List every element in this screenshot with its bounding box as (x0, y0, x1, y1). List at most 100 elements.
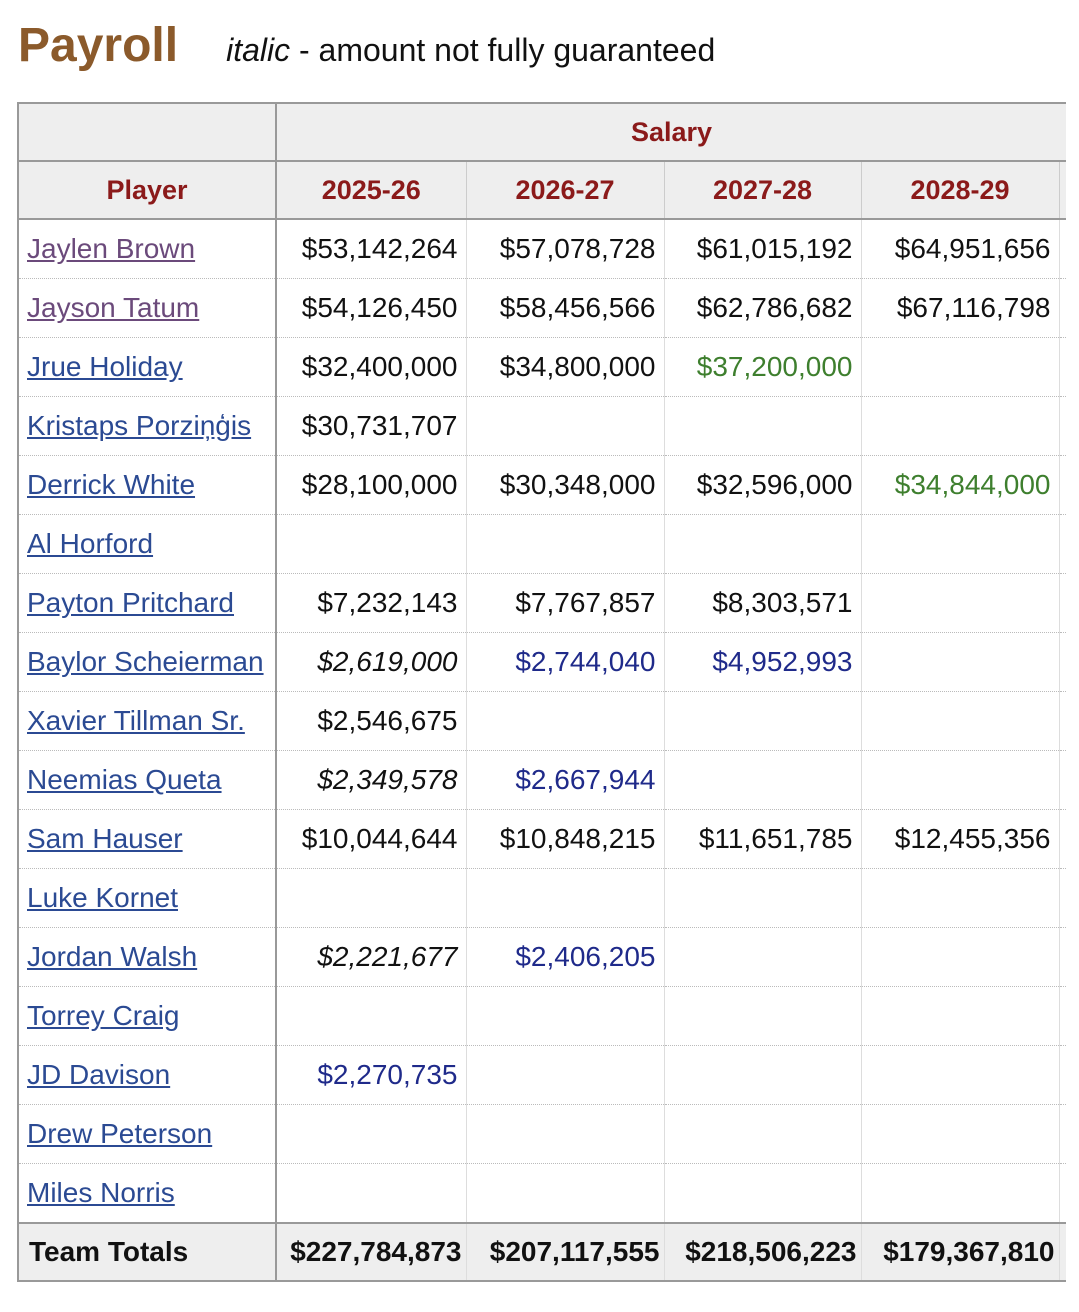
salary: $7,232,143 (317, 587, 458, 618)
cell (1059, 1163, 1067, 1223)
cell (1059, 1045, 1067, 1105)
player-link[interactable]: Baylor Scheierman (27, 646, 264, 677)
salary-cell (466, 691, 665, 751)
salary-cell: $32,400,000 (276, 337, 467, 397)
salary-cell (861, 573, 1060, 633)
player-cell: Luke Kornet (18, 868, 277, 928)
salary-cell: $10,848,215 (466, 809, 665, 869)
salary: $4,952,993 (712, 646, 853, 677)
player-link[interactable]: Jaylen Brown (27, 233, 196, 264)
player-cell: Jayson Tatum (18, 278, 277, 338)
salary: $58,456,566 (499, 292, 656, 323)
player-row: Baylor Scheierman $2,619,000 $2,744,040 $4,… (18, 632, 1067, 692)
cell (1059, 573, 1067, 633)
player-row: Jrue Holiday $32,400,000 $34,800,000 $37,20… (18, 337, 1067, 397)
salary-cell (861, 396, 1060, 456)
header-row: Salary (18, 102, 1067, 162)
player-row: Drew Peterson (18, 1104, 1067, 1164)
salary-cell: $30,348,000 (466, 455, 665, 515)
salary-cell (466, 986, 665, 1046)
player-link[interactable]: Neemias Queta (27, 764, 222, 795)
player-row: Jayson Tatum $54,126,450 $58,456,566 $62,78… (18, 278, 1067, 338)
salary: $2,270,735 (317, 1059, 458, 1090)
salary-cell (664, 868, 862, 928)
player-link[interactable]: Derrick White (27, 469, 196, 500)
player-cell: Torrey Craig (18, 986, 277, 1046)
salary-cell (861, 1104, 1060, 1164)
salary-cell: $37,200,000 (664, 337, 862, 397)
salary-cell: $34,800,000 (466, 337, 665, 397)
player-link[interactable]: Xavier Tillman Sr. (27, 705, 245, 736)
salary-cell: $32,596,000 (664, 455, 862, 515)
salary: $30,348,000 (499, 469, 656, 500)
salary: $34,844,000 (894, 469, 1051, 500)
salary: $12,455,356 (894, 823, 1051, 854)
cell (1059, 986, 1067, 1046)
salary-cell: $7,767,857 (466, 573, 665, 633)
salary-cell: $54,126,450 (276, 278, 467, 338)
player-link[interactable]: Jordan Walsh (27, 941, 198, 972)
salary-cell: $2,619,000 (276, 632, 467, 692)
cell (1059, 809, 1067, 869)
salary-cell (276, 1163, 467, 1223)
salary-cell (664, 1163, 862, 1223)
cell (1059, 691, 1067, 751)
player-row: Jordan Walsh $2,221,677 $2,406,205 (18, 927, 1067, 987)
totals-label: Team Totals (18, 1222, 277, 1282)
salary-cell: $2,221,677 (276, 927, 467, 987)
player-cell: Payton Pritchard (18, 573, 277, 633)
salary: $30,731,707 (301, 410, 458, 441)
salary-cell (466, 1104, 665, 1164)
cell (1059, 278, 1067, 338)
salary-cell (861, 691, 1060, 751)
salary: $37,200,000 (696, 351, 853, 382)
cell (1059, 396, 1067, 456)
total-cell: $207,117,555 (466, 1222, 665, 1282)
salary-cell (664, 691, 862, 751)
player-link[interactable]: Torrey Craig (27, 1000, 180, 1031)
salary: $61,015,192 (696, 233, 853, 264)
cell (1059, 514, 1067, 574)
salary: $32,596,000 (696, 469, 853, 500)
player-row: Derrick White $28,100,000 $30,348,000 $32,5… (18, 455, 1067, 515)
player-cell: Jrue Holiday (18, 337, 277, 397)
player-link[interactable]: Payton Pritchard (27, 587, 234, 618)
cell (1059, 337, 1067, 397)
player-cell: Jordan Walsh (18, 927, 277, 987)
salary-cell: $67,116,798 (861, 278, 1060, 338)
salary: $64,951,656 (894, 233, 1051, 264)
salary: $62,786,682 (696, 292, 853, 323)
player-link[interactable]: Drew Peterson (27, 1118, 213, 1149)
salary: $10,848,215 (499, 823, 656, 854)
salary: $67,116,798 (896, 292, 1051, 323)
cell (1059, 750, 1067, 810)
salary-cell (466, 1045, 665, 1105)
cell (1059, 868, 1067, 928)
salary-cell (861, 868, 1060, 928)
salary-cell: $28,100,000 (276, 455, 467, 515)
player-cell: Neemias Queta (18, 750, 277, 810)
salary-cell (276, 986, 467, 1046)
salary-cell (466, 868, 665, 928)
player-link[interactable]: Miles Norris (27, 1177, 175, 1208)
player-link[interactable]: Kristaps Porziņģis (27, 410, 252, 441)
player-row: Luke Kornet (18, 868, 1067, 928)
player-link[interactable]: Sam Hauser (27, 823, 183, 854)
salary-cell (664, 1104, 862, 1164)
player-cell: Jaylen Brown (18, 218, 277, 279)
salary-cell (861, 1163, 1060, 1223)
player-link[interactable]: Luke Kornet (27, 882, 178, 913)
salary: $2,349,578 (317, 764, 458, 795)
player-link[interactable]: JD Davison (27, 1059, 171, 1090)
salary: $2,221,677 (317, 941, 458, 972)
player-row: Jaylen Brown $53,142,264 $57,078,728 $61,01… (18, 218, 1067, 279)
salary-cell (861, 337, 1060, 397)
player-link[interactable]: Al Horford (27, 528, 154, 559)
player-link[interactable]: Jrue Holiday (27, 351, 183, 382)
player-cell: Derrick White (18, 455, 277, 515)
header-cell (1058, 160, 1067, 220)
player-row: Sam Hauser $10,044,644 $10,848,215 $11,651,… (18, 809, 1067, 869)
player-link[interactable]: Jayson Tatum (27, 292, 200, 323)
total-cell: $179,367,810 (861, 1222, 1060, 1282)
